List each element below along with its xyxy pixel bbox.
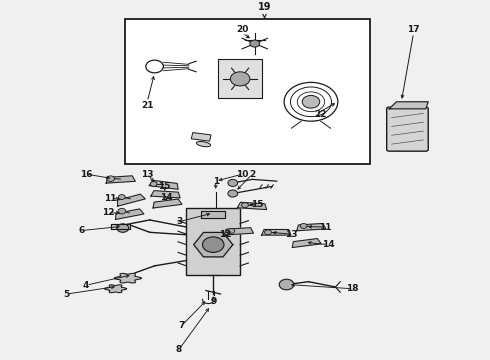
Bar — [218, 59, 262, 98]
Polygon shape — [237, 202, 267, 210]
Text: 15: 15 — [251, 199, 264, 208]
Text: 14: 14 — [322, 240, 334, 249]
Polygon shape — [151, 191, 180, 198]
Circle shape — [279, 279, 294, 290]
Circle shape — [228, 229, 235, 233]
Text: 6: 6 — [78, 226, 84, 235]
Circle shape — [150, 181, 157, 186]
Text: 8: 8 — [176, 345, 182, 354]
Text: 17: 17 — [407, 25, 420, 34]
Polygon shape — [262, 229, 291, 235]
Polygon shape — [153, 199, 182, 208]
Text: 18: 18 — [346, 284, 359, 293]
Text: 21: 21 — [141, 101, 153, 110]
Polygon shape — [116, 209, 144, 220]
Circle shape — [202, 237, 224, 252]
Polygon shape — [194, 233, 233, 257]
Circle shape — [119, 194, 125, 199]
Ellipse shape — [196, 141, 211, 147]
Text: 14: 14 — [161, 193, 173, 202]
Polygon shape — [293, 239, 321, 248]
Circle shape — [242, 203, 248, 208]
Polygon shape — [111, 224, 130, 229]
Text: 1: 1 — [213, 177, 219, 186]
Polygon shape — [297, 224, 326, 231]
Polygon shape — [104, 285, 126, 293]
Circle shape — [118, 208, 126, 214]
Text: 11: 11 — [104, 194, 117, 203]
Text: 20: 20 — [236, 25, 249, 34]
Text: 13: 13 — [141, 170, 153, 179]
Text: 19: 19 — [258, 2, 271, 12]
Bar — [186, 208, 240, 275]
Polygon shape — [106, 176, 135, 183]
Circle shape — [250, 40, 260, 47]
Text: 12: 12 — [219, 230, 232, 239]
Text: 4: 4 — [83, 281, 89, 290]
Text: 7: 7 — [178, 321, 185, 330]
FancyBboxPatch shape — [387, 107, 428, 151]
Polygon shape — [149, 180, 178, 189]
Circle shape — [265, 230, 271, 235]
Text: 13: 13 — [285, 230, 297, 239]
Text: 2: 2 — [249, 170, 255, 179]
Circle shape — [107, 176, 115, 181]
Text: 15: 15 — [158, 182, 171, 191]
Polygon shape — [201, 211, 225, 218]
Circle shape — [300, 224, 307, 229]
Circle shape — [228, 179, 238, 186]
Polygon shape — [114, 273, 141, 283]
Text: 12: 12 — [102, 208, 115, 217]
Polygon shape — [224, 228, 254, 235]
Text: 3: 3 — [176, 217, 182, 226]
Circle shape — [302, 95, 320, 108]
Polygon shape — [389, 102, 428, 109]
Bar — [191, 132, 211, 141]
Bar — [125, 19, 369, 163]
Text: 9: 9 — [210, 297, 217, 306]
Text: 16: 16 — [80, 170, 93, 179]
Circle shape — [117, 224, 129, 232]
Polygon shape — [118, 194, 146, 206]
Circle shape — [230, 72, 250, 86]
Text: 5: 5 — [64, 289, 70, 298]
Circle shape — [228, 190, 238, 197]
Text: 22: 22 — [315, 110, 327, 119]
Text: 11: 11 — [319, 222, 332, 231]
Text: 10: 10 — [236, 170, 249, 179]
